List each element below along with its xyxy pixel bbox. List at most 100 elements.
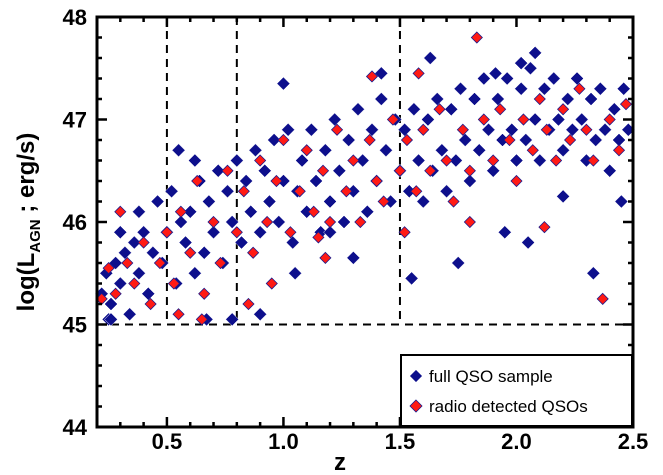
radio-qso-point [412, 67, 425, 80]
full-qso-point [453, 81, 468, 96]
radio-qso-point [109, 287, 122, 300]
radio-qso-point [214, 256, 227, 270]
radio-qso-point [564, 133, 577, 147]
radio-qso-point [265, 277, 278, 290]
full-qso-point [365, 122, 379, 137]
full-qso-point [379, 143, 393, 158]
radio-qso-point [526, 144, 539, 157]
full-qso-point [341, 133, 356, 147]
full-qso-point [113, 276, 128, 291]
radio-qso-point [456, 123, 469, 136]
full-qso-point [449, 153, 463, 168]
radio-qso-point [284, 226, 297, 239]
radio-qso-point [195, 313, 208, 326]
radio-qso-point [207, 215, 220, 229]
radio-qso-point [510, 174, 523, 188]
full-qso-point [239, 174, 254, 188]
radio-qso-point [153, 256, 166, 270]
full-qso-point [202, 194, 216, 209]
full-qso-point [404, 271, 419, 286]
full-qso-point [435, 143, 449, 158]
radio-qso-point [247, 246, 260, 259]
full-qso-point [351, 102, 365, 117]
radio-qso-point [440, 154, 453, 167]
radio-qso-point [172, 308, 185, 321]
legend: full QSO sample radio detected QSOs [400, 354, 633, 427]
full-qso-point [127, 235, 142, 250]
full-qso-point [253, 307, 267, 322]
y-tick-label: 45 [63, 313, 87, 338]
full-qso-point [411, 153, 426, 168]
radio-qso-point [400, 133, 414, 147]
full-qso-point [472, 143, 487, 158]
radio-qso-point [174, 205, 187, 218]
full-qso-point [421, 112, 435, 127]
full-qso-point [476, 71, 491, 86]
full-qso-point [229, 153, 244, 168]
full-qso-point [528, 46, 542, 60]
radio-qso-point [307, 205, 320, 218]
full-qso-point [556, 189, 570, 204]
full-qso-point [607, 102, 622, 117]
full-qso-point [514, 56, 528, 70]
full-qso-point [309, 174, 323, 188]
full-qso-point [220, 184, 235, 199]
full-qso-point [407, 102, 421, 117]
radio-qso-point [330, 123, 344, 136]
y-tick-label: 44 [63, 415, 88, 440]
radio-qso-point [386, 113, 400, 126]
radio-qso-point [540, 123, 553, 136]
radio-qso-point [237, 185, 250, 198]
radio-qso-point [447, 195, 460, 208]
full-qso-point [108, 256, 123, 270]
radio-qso-point [365, 70, 379, 83]
radio-qso-point [277, 133, 290, 147]
full-qso-point [467, 92, 482, 106]
full-qso-point [593, 81, 608, 96]
full-qso-point [528, 112, 542, 127]
radio-qso-point [580, 123, 593, 136]
full-qso-point [423, 51, 438, 65]
full-qso-point [327, 112, 342, 127]
full-qso-point [537, 81, 552, 96]
radio-qso-point [102, 262, 115, 275]
full-qso-point [285, 235, 300, 250]
x-tick-label: 2.5 [618, 429, 649, 454]
legend-box [400, 354, 633, 427]
radio-qso-point [557, 103, 570, 116]
radio-qso-point [198, 287, 211, 300]
radio-qso-point [340, 185, 353, 198]
full-qso-point [178, 235, 193, 250]
full-qso-point [171, 143, 186, 158]
x-axis-label: z [334, 449, 346, 475]
full-qso-point [113, 225, 128, 240]
full-qso-point [488, 66, 503, 81]
full-qso-point [486, 163, 501, 178]
full-qso-point [546, 71, 561, 86]
radio-qso-point [573, 82, 586, 95]
radio-qso-point [393, 164, 407, 177]
full-qso-point [574, 112, 589, 127]
radio-qso-point [487, 154, 500, 167]
full-qso-point [490, 92, 505, 106]
radio-qso-point [144, 297, 157, 311]
full-qso-point [509, 153, 524, 168]
full-qso-point [523, 61, 538, 76]
radio-qso-point [463, 164, 476, 177]
full-qso-point [570, 71, 584, 86]
full-qso-point [104, 312, 118, 327]
full-qso-point [451, 256, 466, 270]
full-qso-point [514, 81, 528, 96]
radio-qso-points [95, 31, 633, 326]
full-qso-point [323, 194, 337, 209]
radio-qso-point [410, 185, 423, 198]
radio-qso-point [596, 292, 609, 305]
radio-qso-point [160, 226, 173, 239]
radio-qso-point [167, 277, 180, 290]
full-qso-point [616, 81, 631, 96]
full-qso-point [150, 194, 165, 209]
x-tick-label: 1.0 [268, 429, 299, 454]
full-qso-point [518, 133, 533, 147]
radio-qso-point [463, 215, 476, 229]
